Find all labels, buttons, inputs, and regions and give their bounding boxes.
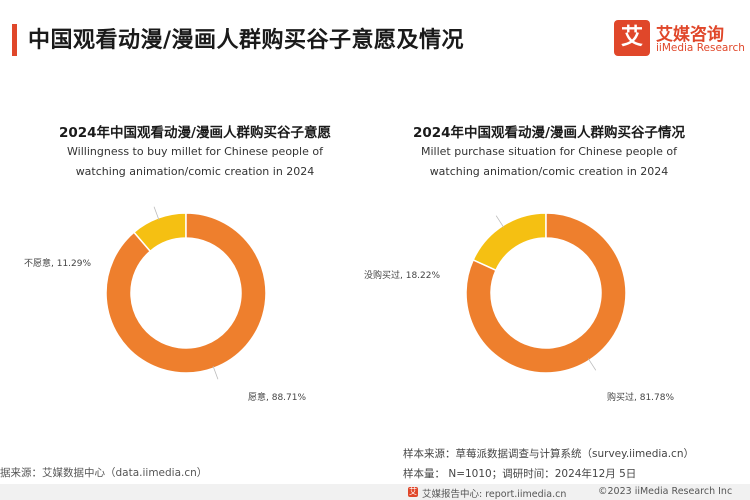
donut-right-slice-bought [465,212,627,374]
right-chart-subtitle-line-2: watching animation/comic creation in 202… [429,165,669,178]
header: 中国观看动漫/漫画人群购买谷子意愿及情况 艾 艾媒咨询 iiMedia Rese… [0,0,750,78]
left-chart-title: 2024年中国观看动漫/漫画人群购买谷子意愿 [58,125,331,141]
left-chart-subtitle-line-2: watching animation/comic creation in 202… [75,165,315,178]
left-chart-subtitle-line-1: Willingness to buy millet for Chinese pe… [67,145,323,158]
logo-name-en: iiMedia Research [656,42,745,54]
right-chart-subtitle: Millet purchase situation for Chinese pe… [384,142,714,182]
donut-left-slice-unwilling-leader-line [153,206,160,220]
donut-charts-svg [105,206,627,380]
right-slice-label-bought: 购买过, 81.78% [607,393,675,403]
footer-data-source: 据来源：艾媒数据中心（data.iimedia.cn） [0,467,208,479]
bottom-strip [0,484,750,500]
title-accent-bar [12,24,17,56]
donut-right-slice-bought-leader-line [587,358,597,371]
page-title: 中国观看动漫/漫画人群购买谷子意愿及情况 [28,28,465,53]
donut-left-slice-willing-leader-line [212,366,219,380]
left-slice-label-willing: 愿意, 88.71% [248,393,307,403]
left-chart-subtitle: Willingness to buy millet for Chinese pe… [30,142,360,182]
donut-right-slice-not-bought [472,212,547,272]
right-slice-label-not-bought: 没购买过, 18.22% [364,271,441,281]
iimedia-logo: 艾 艾媒咨询 iiMedia Research [614,20,745,62]
donut-right-slice-not-bought-leader-line [495,215,505,228]
logo-name-cn: 艾媒咨询 [656,25,724,45]
right-chart-subtitle-line-1: Millet purchase situation for Chinese pe… [420,145,678,158]
donut-left-slice-willing [105,212,267,374]
bottom-copyright: ©2023 iiMedia Research Inc [598,486,733,497]
logo-mark-icon: 艾 [614,20,650,56]
left-slice-label-unwilling: 不愿意, 11.29% [24,259,92,269]
footer-sample-source: 样本来源：草莓派数据调查与计算系统（survey.iimedia.cn） [403,448,694,460]
bottom-logo-icon: 艾 [408,487,418,497]
footer-sample-size: 样本量： N=1010；调研时间：2024年12月 5日 [403,468,637,480]
bottom-report-center: 艾媒报告中心: report.iimedia.cn [422,489,567,500]
right-chart-title: 2024年中国观看动漫/漫画人群购买谷子情况 [412,125,685,141]
charts-container: 2024年中国观看动漫/漫画人群购买谷子意愿 Willingness to bu… [0,78,750,418]
